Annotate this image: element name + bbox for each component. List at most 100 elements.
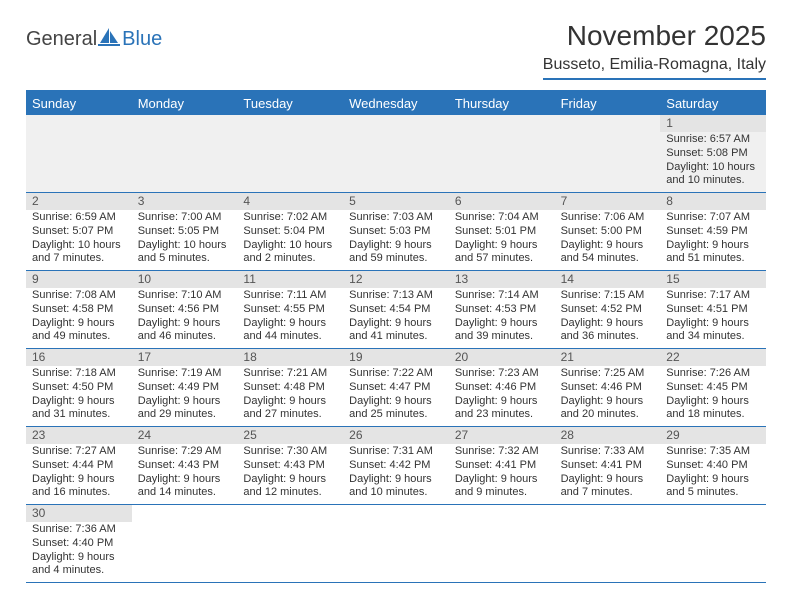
day-number: 2 <box>26 193 132 210</box>
sunset-text: Sunset: 4:58 PM <box>32 303 126 317</box>
header: General Blue November 2025 Busseto, Emil… <box>26 20 766 80</box>
day-cell <box>26 115 132 192</box>
daylight-text: Daylight: 9 hours and 46 minutes. <box>138 317 232 345</box>
day-number: 27 <box>449 427 555 444</box>
sunset-text: Sunset: 5:05 PM <box>138 225 232 239</box>
day-cell <box>660 505 766 582</box>
weekday-row: Sunday Monday Tuesday Wednesday Thursday… <box>26 92 766 115</box>
logo-text-general: General <box>26 28 97 51</box>
day-cell: 20Sunrise: 7:23 AMSunset: 4:46 PMDayligh… <box>449 349 555 426</box>
daylight-text: Daylight: 9 hours and 59 minutes. <box>349 239 443 267</box>
sunrise-text: Sunrise: 7:32 AM <box>455 445 549 459</box>
daylight-text: Daylight: 10 hours and 2 minutes. <box>243 239 337 267</box>
weekday-tuesday: Tuesday <box>237 92 343 115</box>
day-cell: 24Sunrise: 7:29 AMSunset: 4:43 PMDayligh… <box>132 427 238 504</box>
day-number: 30 <box>26 505 132 522</box>
sunset-text: Sunset: 5:01 PM <box>455 225 549 239</box>
day-cell: 23Sunrise: 7:27 AMSunset: 4:44 PMDayligh… <box>26 427 132 504</box>
day-number: 4 <box>237 193 343 210</box>
day-cell <box>132 505 238 582</box>
sunrise-text: Sunrise: 7:30 AM <box>243 445 337 459</box>
calendar: Sunday Monday Tuesday Wednesday Thursday… <box>26 90 766 583</box>
day-number: 15 <box>660 271 766 288</box>
day-number: 14 <box>555 271 661 288</box>
day-number: 6 <box>449 193 555 210</box>
daylight-text: Daylight: 9 hours and 20 minutes. <box>561 395 655 423</box>
sunrise-text: Sunrise: 7:25 AM <box>561 367 655 381</box>
sail-icon <box>98 26 120 52</box>
day-cell <box>343 115 449 192</box>
sunset-text: Sunset: 5:00 PM <box>561 225 655 239</box>
day-cell: 15Sunrise: 7:17 AMSunset: 4:51 PMDayligh… <box>660 271 766 348</box>
daylight-text: Daylight: 9 hours and 54 minutes. <box>561 239 655 267</box>
day-number: 20 <box>449 349 555 366</box>
daylight-text: Daylight: 9 hours and 27 minutes. <box>243 395 337 423</box>
day-cell: 9Sunrise: 7:08 AMSunset: 4:58 PMDaylight… <box>26 271 132 348</box>
daylight-text: Daylight: 9 hours and 51 minutes. <box>666 239 760 267</box>
sunrise-text: Sunrise: 7:15 AM <box>561 289 655 303</box>
day-number: 29 <box>660 427 766 444</box>
sunrise-text: Sunrise: 7:21 AM <box>243 367 337 381</box>
sunrise-text: Sunrise: 6:59 AM <box>32 211 126 225</box>
sunset-text: Sunset: 4:41 PM <box>561 459 655 473</box>
sunset-text: Sunset: 5:08 PM <box>666 147 760 161</box>
day-number: 17 <box>132 349 238 366</box>
daylight-text: Daylight: 9 hours and 9 minutes. <box>455 473 549 501</box>
day-cell: 26Sunrise: 7:31 AMSunset: 4:42 PMDayligh… <box>343 427 449 504</box>
sunset-text: Sunset: 5:04 PM <box>243 225 337 239</box>
sunset-text: Sunset: 4:51 PM <box>666 303 760 317</box>
day-number: 25 <box>237 427 343 444</box>
day-number: 28 <box>555 427 661 444</box>
sunrise-text: Sunrise: 7:27 AM <box>32 445 126 459</box>
sunset-text: Sunset: 4:49 PM <box>138 381 232 395</box>
daylight-text: Daylight: 9 hours and 12 minutes. <box>243 473 337 501</box>
sunrise-text: Sunrise: 6:57 AM <box>666 133 760 147</box>
day-number: 3 <box>132 193 238 210</box>
sunset-text: Sunset: 4:43 PM <box>138 459 232 473</box>
daylight-text: Daylight: 9 hours and 29 minutes. <box>138 395 232 423</box>
day-number: 24 <box>132 427 238 444</box>
daylight-text: Daylight: 9 hours and 39 minutes. <box>455 317 549 345</box>
week-row: 23Sunrise: 7:27 AMSunset: 4:44 PMDayligh… <box>26 427 766 505</box>
day-number: 5 <box>343 193 449 210</box>
day-cell: 2Sunrise: 6:59 AMSunset: 5:07 PMDaylight… <box>26 193 132 270</box>
day-cell: 27Sunrise: 7:32 AMSunset: 4:41 PMDayligh… <box>449 427 555 504</box>
daylight-text: Daylight: 9 hours and 7 minutes. <box>561 473 655 501</box>
sunrise-text: Sunrise: 7:13 AM <box>349 289 443 303</box>
sunset-text: Sunset: 4:45 PM <box>666 381 760 395</box>
day-cell: 22Sunrise: 7:26 AMSunset: 4:45 PMDayligh… <box>660 349 766 426</box>
day-number: 13 <box>449 271 555 288</box>
day-cell: 1Sunrise: 6:57 AMSunset: 5:08 PMDaylight… <box>660 115 766 192</box>
day-number: 10 <box>132 271 238 288</box>
sunrise-text: Sunrise: 7:03 AM <box>349 211 443 225</box>
daylight-text: Daylight: 10 hours and 5 minutes. <box>138 239 232 267</box>
weekday-thursday: Thursday <box>449 92 555 115</box>
day-cell <box>555 505 661 582</box>
day-cell <box>237 115 343 192</box>
week-row: 1Sunrise: 6:57 AMSunset: 5:08 PMDaylight… <box>26 115 766 193</box>
sunset-text: Sunset: 4:50 PM <box>32 381 126 395</box>
day-cell: 6Sunrise: 7:04 AMSunset: 5:01 PMDaylight… <box>449 193 555 270</box>
daylight-text: Daylight: 9 hours and 49 minutes. <box>32 317 126 345</box>
weekday-saturday: Saturday <box>660 92 766 115</box>
day-cell <box>132 115 238 192</box>
day-number: 19 <box>343 349 449 366</box>
day-cell: 7Sunrise: 7:06 AMSunset: 5:00 PMDaylight… <box>555 193 661 270</box>
sunrise-text: Sunrise: 7:14 AM <box>455 289 549 303</box>
sunrise-text: Sunrise: 7:11 AM <box>243 289 337 303</box>
daylight-text: Daylight: 9 hours and 4 minutes. <box>32 551 126 579</box>
week-row: 30Sunrise: 7:36 AMSunset: 4:40 PMDayligh… <box>26 505 766 583</box>
sunrise-text: Sunrise: 7:10 AM <box>138 289 232 303</box>
weekday-sunday: Sunday <box>26 92 132 115</box>
day-cell: 3Sunrise: 7:00 AMSunset: 5:05 PMDaylight… <box>132 193 238 270</box>
sunset-text: Sunset: 5:07 PM <box>32 225 126 239</box>
day-number: 9 <box>26 271 132 288</box>
day-cell <box>237 505 343 582</box>
sunrise-text: Sunrise: 7:17 AM <box>666 289 760 303</box>
daylight-text: Daylight: 9 hours and 41 minutes. <box>349 317 443 345</box>
sunrise-text: Sunrise: 7:26 AM <box>666 367 760 381</box>
daylight-text: Daylight: 9 hours and 31 minutes. <box>32 395 126 423</box>
sunset-text: Sunset: 4:52 PM <box>561 303 655 317</box>
day-number: 11 <box>237 271 343 288</box>
day-cell: 16Sunrise: 7:18 AMSunset: 4:50 PMDayligh… <box>26 349 132 426</box>
